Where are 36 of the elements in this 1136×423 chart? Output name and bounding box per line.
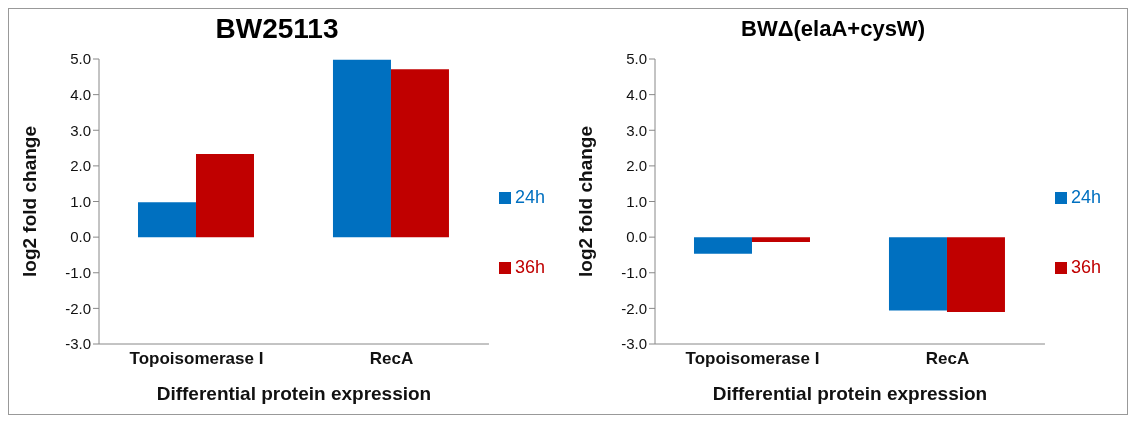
x-tick-label: RecA: [369, 349, 414, 369]
y-tick-label: -3.0: [65, 335, 91, 353]
bar: [138, 202, 196, 238]
y-tick-label: 1.0: [626, 192, 647, 210]
y-tick-label: -1.0: [621, 264, 647, 282]
y-tick-label: -2.0: [621, 299, 647, 317]
bar: [332, 59, 391, 238]
x-axis-title: Differential protein expression: [156, 383, 432, 404]
y-tick-label: 2.0: [70, 157, 91, 175]
y-axis-title: log2 fold change: [18, 126, 40, 277]
legend-label: 24h: [514, 186, 545, 207]
x-tick-label: Topoisomerase I: [685, 349, 820, 369]
y-tick-label: 4.0: [70, 85, 91, 103]
y-tick-label: 0.0: [626, 228, 647, 246]
legend-label: 36h: [1070, 256, 1101, 277]
legend-label: 24h: [1070, 186, 1101, 207]
chart-title: BW25113: [214, 12, 340, 46]
y-tick-label: 0.0: [70, 228, 91, 246]
y-tick-label: -3.0: [621, 335, 647, 353]
y-tick-label: 2.0: [626, 157, 647, 175]
chart-title: BWΔ(elaA+cysW): [740, 15, 926, 43]
x-tick-label: Topoisomerase I: [129, 349, 264, 369]
y-tick-label: 3.0: [70, 121, 91, 139]
y-tick-label: -2.0: [65, 299, 91, 317]
bar: [390, 69, 449, 238]
bar: [196, 154, 254, 238]
y-tick-label: 1.0: [70, 192, 91, 210]
y-axis-title: log2 fold change: [574, 126, 596, 277]
y-tick-label: 5.0: [70, 50, 91, 68]
y-tick-label: -1.0: [65, 264, 91, 282]
y-tick-label: 3.0: [626, 121, 647, 139]
legend-label: 36h: [514, 256, 545, 277]
y-tick-label: 4.0: [626, 85, 647, 103]
x-tick-label: RecA: [925, 349, 970, 369]
y-tick-label: 5.0: [626, 50, 647, 68]
x-axis-title: Differential protein expression: [712, 383, 988, 404]
